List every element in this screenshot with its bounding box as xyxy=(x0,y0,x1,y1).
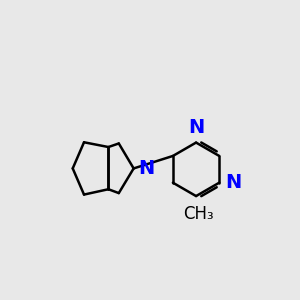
Text: N: N xyxy=(138,159,154,178)
Text: N: N xyxy=(225,173,242,192)
Text: CH₃: CH₃ xyxy=(183,205,214,223)
Text: N: N xyxy=(188,118,204,137)
